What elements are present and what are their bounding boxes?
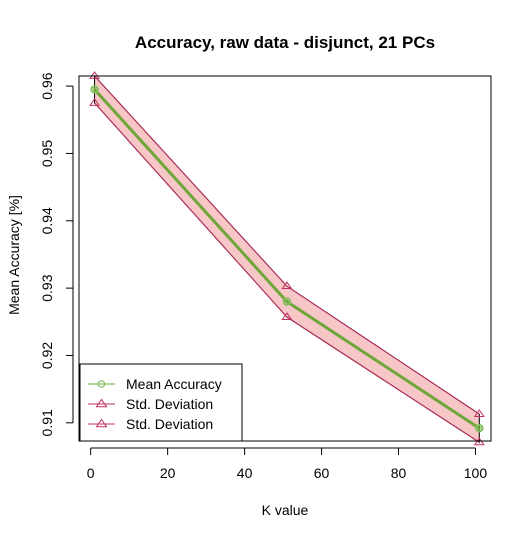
y-axis-tick-label: 0.95 (39, 140, 55, 167)
legend-marker-3 (95, 418, 108, 428)
mean-accuracy-point (90, 85, 99, 94)
x-axis-tick-label: 40 (237, 465, 253, 481)
legend-box (79, 363, 243, 442)
plot-layer (89, 71, 485, 446)
lower-std-deviation-point (281, 312, 293, 321)
x-axis-tick-label: 80 (391, 465, 407, 481)
legend-label-1: Mean Accuracy (126, 376, 222, 392)
y-axis-tick-label: 0.93 (39, 274, 55, 301)
x-axis-tick-label: 0 (87, 465, 95, 481)
mean-trend-line (93, 87, 481, 430)
x-axis-tick-label: 20 (160, 465, 176, 481)
chart-title: Accuracy, raw data - disjunct, 21 PCs (135, 33, 435, 52)
legend: Mean Accuracy Std. Deviation Std. Deviatio… (79, 363, 243, 442)
x-axis-tick-label: 100 (464, 465, 488, 481)
upper-std-deviation-point (473, 409, 485, 417)
upper-std-deviation-line (94, 75, 480, 415)
mean-accuracy-point (282, 297, 292, 306)
upper-std-deviation-point (281, 281, 293, 290)
y-axis-tick-label: 0.94 (39, 207, 55, 234)
y-axis-label: Mean Accuracy [%] (6, 195, 22, 315)
y-axis-tick-label: 0.91 (39, 409, 55, 436)
y-axis-tick-label: 0.92 (39, 342, 55, 369)
x-axis-tick-label: 60 (314, 465, 330, 481)
legend-label-2: Std. Deviation (126, 396, 213, 412)
upper-std-deviation-point (89, 71, 101, 79)
lower-std-deviation-point (473, 437, 485, 446)
legend-marker-1 (97, 380, 106, 388)
plot-frame (78, 75, 492, 442)
y-axis-tick-label: 0.96 (39, 72, 55, 99)
lower-std-deviation-line (94, 102, 480, 443)
mean-accuracy-point (475, 424, 484, 433)
legend-label-3: Std. Deviation (126, 416, 213, 432)
axis-layer: 0 20 40 60 80 100 0.91 0.92 0.93 0.94 0.95 0.96 (39, 72, 492, 481)
lower-std-deviation-point (89, 98, 101, 106)
legend-marker-2 (95, 398, 108, 408)
x-axis-label: K value (262, 502, 309, 518)
